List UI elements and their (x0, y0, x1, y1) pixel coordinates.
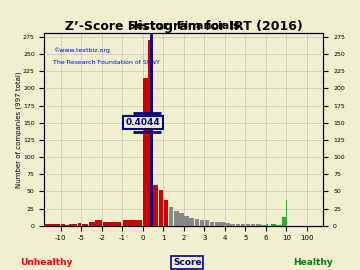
Bar (205, 220, 209, 226)
Bar (246, 224, 250, 226)
Bar (194, 219, 199, 226)
Bar (123, 220, 142, 226)
Bar (271, 224, 276, 226)
Bar (174, 211, 179, 226)
Bar (69, 224, 73, 226)
Bar (240, 224, 245, 226)
Bar (164, 200, 168, 226)
Bar (82, 224, 88, 226)
Bar (210, 222, 215, 226)
Bar (143, 78, 148, 226)
Bar (251, 224, 255, 226)
Bar (95, 220, 102, 226)
Title: Z’-Score Histogram for IRT (2016): Z’-Score Histogram for IRT (2016) (65, 21, 303, 33)
Bar (261, 225, 266, 226)
Bar (220, 222, 225, 226)
Bar (159, 190, 163, 226)
Y-axis label: Number of companies (997 total): Number of companies (997 total) (15, 71, 22, 188)
Text: 0.4044: 0.4044 (126, 118, 160, 127)
Bar (148, 40, 153, 226)
Bar (179, 213, 184, 226)
Bar (89, 222, 95, 226)
Bar (169, 207, 174, 226)
Bar (230, 224, 235, 226)
Bar (276, 225, 281, 226)
Bar (225, 223, 230, 226)
Bar (266, 224, 269, 226)
Text: Score: Score (173, 258, 202, 267)
Bar (41, 224, 60, 226)
Bar (77, 223, 81, 226)
Bar (256, 224, 261, 226)
Text: The Research Foundation of SUNY: The Research Foundation of SUNY (53, 60, 160, 65)
Bar (61, 224, 65, 226)
Bar (282, 217, 286, 226)
Bar (215, 222, 220, 226)
Bar (200, 220, 204, 226)
Bar (189, 218, 194, 226)
Text: Healthy: Healthy (293, 258, 333, 267)
Text: Sector: Financials: Sector: Financials (128, 22, 240, 32)
Text: ©www.textbiz.org: ©www.textbiz.org (53, 47, 110, 52)
Bar (235, 224, 240, 226)
Bar (65, 225, 69, 226)
Bar (103, 222, 121, 226)
Bar (184, 216, 189, 226)
Bar (73, 224, 77, 226)
Bar (153, 185, 158, 226)
Text: Unhealthy: Unhealthy (21, 258, 73, 267)
